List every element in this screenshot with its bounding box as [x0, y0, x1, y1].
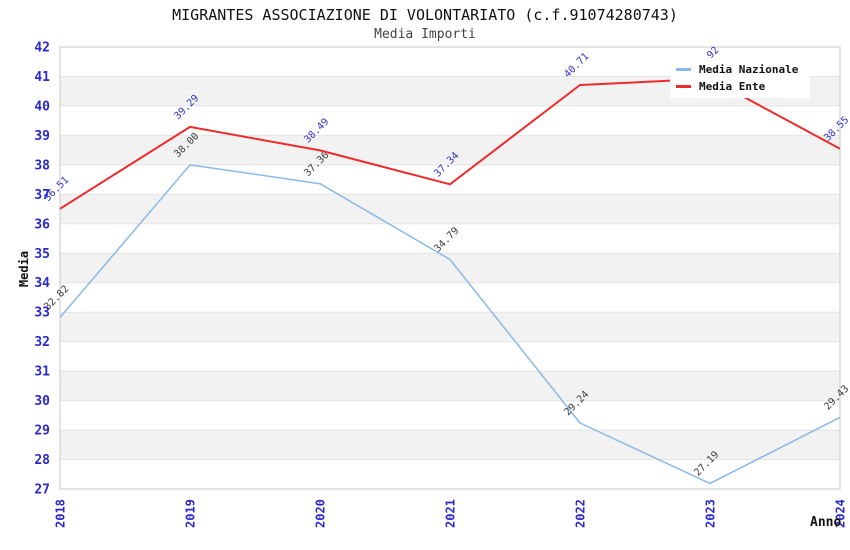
- y-tick-label: 27: [34, 483, 50, 498]
- y-tick-label: 28: [34, 453, 50, 468]
- grid-band: [60, 312, 840, 342]
- grid-band: [60, 253, 840, 283]
- legend-label-media-ente: Media Ente: [699, 80, 766, 93]
- legend-swatch-media-nazionale-icon: [676, 68, 691, 71]
- y-tick-label: 42: [34, 41, 50, 56]
- y-axis-title: Media: [17, 250, 32, 288]
- y-tick-label: 29: [34, 424, 50, 439]
- y-tick-label: 35: [34, 247, 50, 262]
- grid-band: [60, 430, 840, 460]
- x-tick-label: 2018: [54, 499, 68, 528]
- y-tick-label: 37: [34, 188, 50, 203]
- y-tick-label: 36: [34, 217, 50, 232]
- chart-subtitle: Media Importi: [374, 27, 476, 42]
- legend-swatch-media-ente-icon: [676, 85, 691, 88]
- grid-band: [60, 194, 840, 224]
- data-label: 34.79: [432, 226, 461, 255]
- x-tick-label: 2021: [444, 499, 458, 528]
- y-tick-label: 31: [34, 365, 50, 380]
- chart-title: MIGRANTES ASSOCIAZIONE DI VOLONTARIATO (…: [172, 6, 678, 24]
- y-tick-label: 33: [34, 306, 50, 321]
- x-axis-title: Anno: [810, 515, 842, 530]
- data-label: 40.71: [562, 51, 591, 80]
- legend-label-media-nazionale: Media Nazionale: [699, 63, 799, 76]
- x-tick-label: 2023: [704, 499, 718, 528]
- y-tick-label: 41: [34, 70, 50, 85]
- y-tick-label: 40: [34, 99, 50, 114]
- y-tick-label: 32: [34, 335, 50, 350]
- series-line-0: [59, 164, 841, 485]
- grid-band: [60, 135, 840, 165]
- y-tick-label: 34: [34, 276, 50, 291]
- legend: Media Nazionale Media Ente: [670, 58, 810, 98]
- x-tick-label: 2022: [574, 499, 588, 528]
- y-tick-label: 38: [34, 158, 50, 173]
- x-tick-label: 2019: [184, 499, 198, 528]
- legend-item-media-nazionale: Media Nazionale: [670, 63, 810, 76]
- y-tick-label: 39: [34, 129, 50, 144]
- legend-item-media-ente: Media Ente: [670, 80, 810, 93]
- grid-band: [60, 371, 840, 401]
- plot-border: [59, 46, 841, 490]
- x-tick-label: 2024: [834, 499, 848, 528]
- y-tick-label: 30: [34, 394, 50, 409]
- x-tick-label: 2020: [314, 499, 328, 528]
